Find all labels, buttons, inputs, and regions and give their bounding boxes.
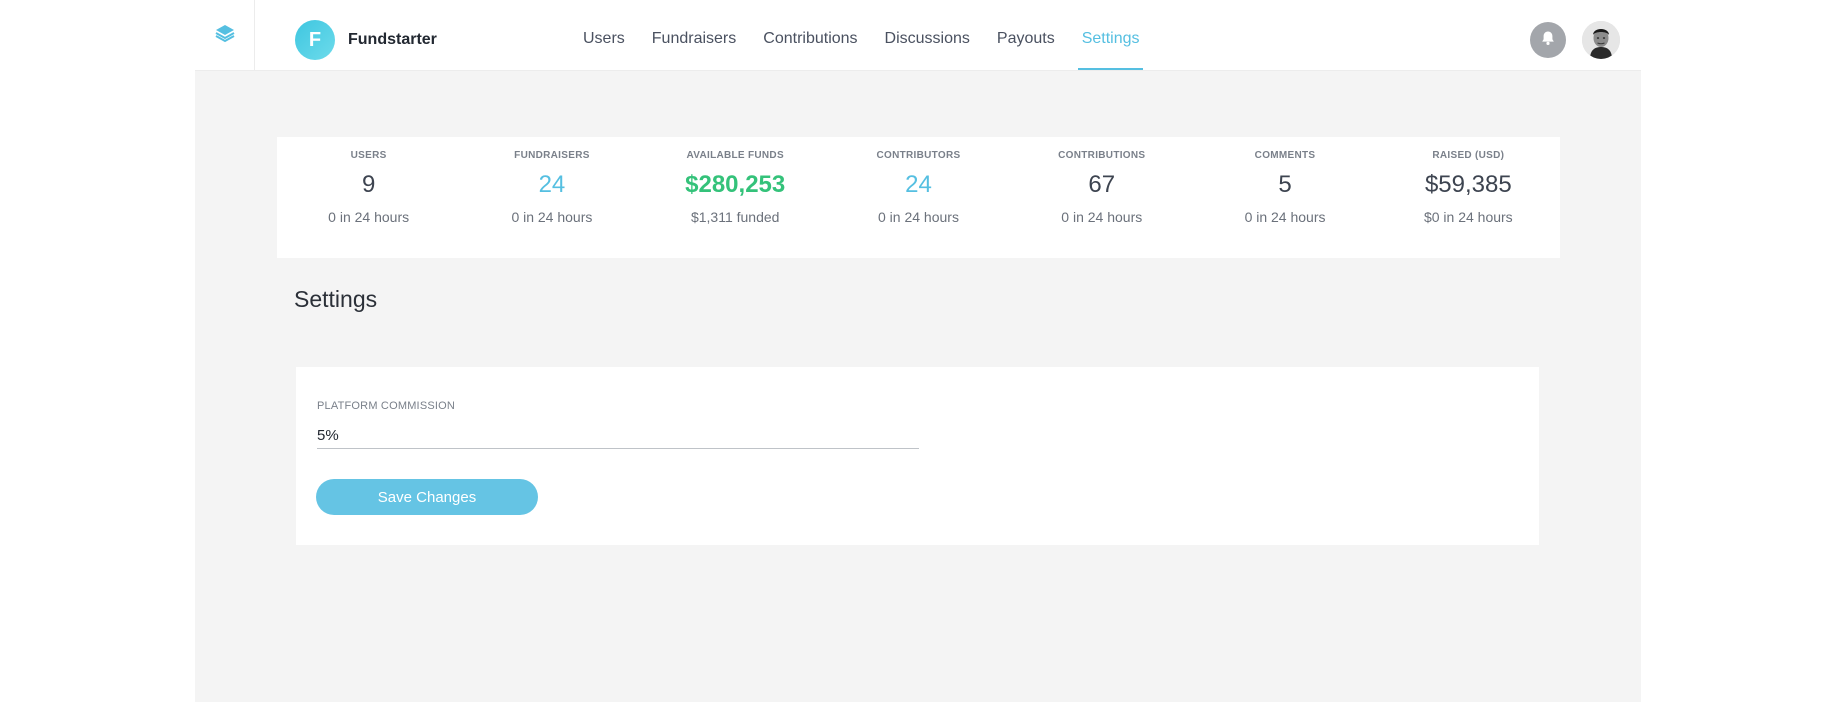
- commission-input[interactable]: [317, 422, 919, 449]
- stat-label: COMMENTS: [1254, 150, 1316, 161]
- stat-contributions: CONTRIBUTIONS 67 0 in 24 hours: [1010, 137, 1193, 258]
- brand[interactable]: F Fundstarter: [295, 20, 437, 60]
- nav-item-contributions[interactable]: Contributions: [763, 30, 858, 47]
- stat-comments: COMMENTS 5 0 in 24 hours: [1193, 137, 1376, 258]
- nav-item-settings[interactable]: Settings: [1077, 0, 1143, 70]
- app-frame: F Fundstarter Users Fundraisers Contribu…: [195, 0, 1641, 702]
- notifications-button[interactable]: [1530, 22, 1566, 58]
- stat-value: 9: [361, 171, 376, 198]
- stat-label: AVAILABLE FUNDS: [686, 150, 784, 161]
- stat-label: RAISED (USD): [1432, 150, 1505, 161]
- top-bar: F Fundstarter Users Fundraisers Contribu…: [195, 0, 1641, 71]
- stat-value: 67: [1088, 171, 1116, 198]
- brand-name: Fundstarter: [348, 31, 437, 48]
- stat-value: 24: [538, 171, 566, 198]
- stat-users: USERS 9 0 in 24 hours: [277, 137, 460, 258]
- nav-item-fundraisers[interactable]: Fundraisers: [651, 30, 737, 47]
- layers-menu-button[interactable]: [195, 0, 255, 70]
- stat-value: 24: [905, 171, 932, 198]
- nav-item-discussions[interactable]: Discussions: [884, 30, 970, 47]
- stat-fundraisers: FUNDRAISERS 24 0 in 24 hours: [460, 137, 643, 258]
- main-content: USERS 9 0 in 24 hours FUNDRAISERS 24 0 i…: [195, 71, 1641, 702]
- stat-sub: $0 in 24 hours: [1423, 209, 1513, 225]
- main-nav: Users Fundraisers Contributions Discussi…: [583, 0, 1167, 70]
- stat-label: CONTRIBUTORS: [876, 150, 961, 161]
- commission-label: PLATFORM COMMISSION: [317, 400, 456, 412]
- stat-value: $59,385: [1424, 171, 1512, 198]
- stat-sub: 0 in 24 hours: [878, 209, 959, 225]
- stat-label: CONTRIBUTIONS: [1058, 150, 1146, 161]
- page-title: Settings: [294, 286, 378, 312]
- bell-icon: [1540, 30, 1556, 51]
- stat-label: USERS: [350, 150, 387, 161]
- stat-label: FUNDRAISERS: [514, 150, 590, 161]
- stat-sub: 0 in 24 hours: [1244, 209, 1326, 225]
- settings-card: PLATFORM COMMISSION Save Changes: [296, 367, 1539, 545]
- stat-sub: 0 in 24 hours: [511, 209, 593, 225]
- stat-value: $280,253: [685, 171, 786, 198]
- stats-bar: USERS 9 0 in 24 hours FUNDRAISERS 24 0 i…: [277, 137, 1560, 258]
- layers-icon: [215, 23, 235, 48]
- nav-item-users[interactable]: Users: [583, 30, 625, 47]
- user-avatar[interactable]: [1582, 21, 1620, 59]
- stat-sub: 0 in 24 hours: [1061, 209, 1143, 225]
- stat-contributors: CONTRIBUTORS 24 0 in 24 hours: [827, 137, 1010, 258]
- nav-item-payouts[interactable]: Payouts: [996, 30, 1055, 47]
- save-changes-button[interactable]: Save Changes: [316, 479, 538, 515]
- stat-available-funds: AVAILABLE FUNDS $280,253 $1,311 funded: [644, 137, 827, 258]
- stat-raised: RAISED (USD) $59,385 $0 in 24 hours: [1377, 137, 1560, 258]
- stat-sub: $1,311 funded: [690, 209, 780, 225]
- stat-sub: 0 in 24 hours: [328, 209, 410, 225]
- stat-value: 5: [1278, 171, 1292, 198]
- brand-logo: F: [295, 20, 335, 60]
